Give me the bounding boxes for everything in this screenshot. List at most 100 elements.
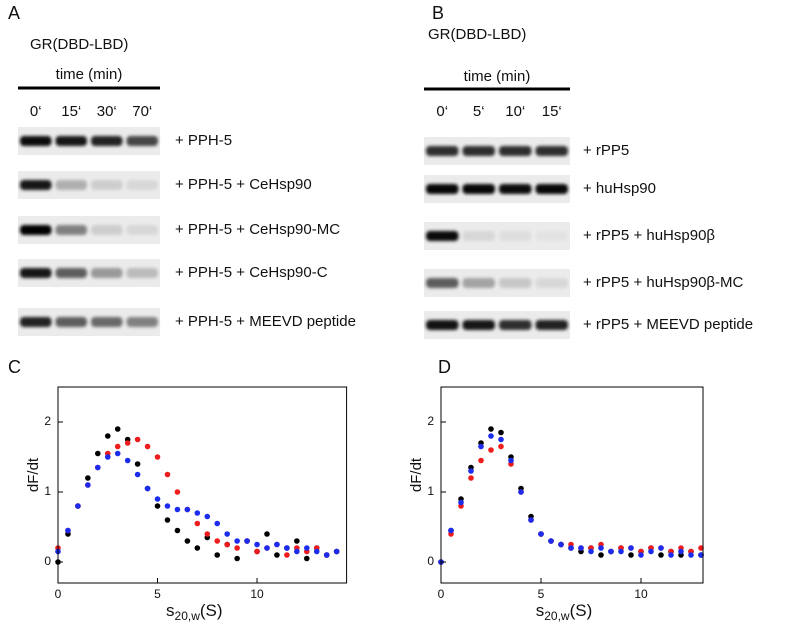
data-point — [134, 436, 141, 443]
y-tick-label: 2 — [44, 414, 51, 428]
data-point — [224, 541, 230, 548]
x-tick-label: 0 — [55, 587, 62, 601]
protein-label: GR(DBD-LBD) — [428, 26, 526, 43]
gel-band — [499, 184, 532, 194]
row-label: + rPP5 + MEEVD peptide — [583, 316, 753, 333]
data-point — [628, 552, 634, 558]
data-point — [498, 429, 504, 436]
gel-band — [462, 184, 495, 194]
data-point — [254, 541, 260, 548]
data-point — [264, 531, 270, 537]
data-point — [164, 517, 171, 523]
data-point — [144, 485, 151, 492]
y-tick-label: 2 — [427, 414, 434, 428]
row-label: + PPH-5 + MEEVD peptide — [175, 313, 356, 330]
time-point: 30‘ — [97, 103, 117, 120]
data-point — [478, 443, 484, 450]
data-point — [85, 482, 91, 488]
data-point — [548, 538, 554, 544]
data-point — [518, 489, 524, 495]
data-point — [498, 436, 504, 443]
data-point — [134, 461, 141, 467]
x-tick-label: 10 — [250, 587, 264, 601]
panel-letter: A — [8, 3, 20, 23]
data-point — [448, 527, 454, 534]
data-point — [214, 520, 221, 527]
data-point — [114, 426, 121, 432]
x-tick-label: 0 — [438, 587, 445, 601]
panel-letter: C — [8, 357, 21, 377]
data-point — [214, 538, 221, 544]
data-point — [284, 545, 290, 551]
time-point: 70‘ — [132, 103, 152, 120]
data-point — [478, 457, 484, 464]
time-point: 15‘ — [542, 103, 562, 120]
gel-band — [535, 278, 568, 288]
data-point — [114, 443, 121, 450]
gel-band — [426, 184, 459, 194]
data-point — [538, 531, 544, 537]
gel-band — [426, 231, 459, 241]
gel-band — [91, 317, 123, 327]
data-point — [588, 548, 594, 555]
data-point — [124, 440, 131, 446]
gel-band — [462, 320, 495, 330]
x-tick-label: 5 — [538, 587, 545, 601]
data-point — [618, 548, 624, 555]
data-point — [234, 538, 240, 544]
data-point — [85, 475, 91, 481]
data-point — [558, 541, 564, 548]
data-point — [194, 510, 201, 516]
data-point — [204, 531, 211, 537]
data-point — [75, 503, 81, 509]
data-point — [194, 545, 201, 551]
gel-band — [55, 180, 87, 190]
gel-band — [499, 278, 532, 288]
time-label: time (min) — [56, 66, 123, 83]
data-point — [144, 443, 151, 450]
data-point — [303, 545, 310, 551]
data-point — [184, 506, 191, 513]
data-point — [648, 548, 654, 555]
x-label-unit: (S) — [570, 601, 593, 620]
data-point — [528, 517, 534, 523]
row-label: + rPP5 + huHsp90β-MC — [583, 274, 744, 291]
gel-band — [462, 278, 495, 288]
protein-label: GR(DBD-LBD) — [30, 36, 128, 53]
x-label-unit: (S) — [200, 601, 223, 620]
data-point — [234, 555, 240, 562]
gel-band — [462, 146, 495, 156]
data-point — [498, 443, 504, 450]
x-axis-label: s20,w(S) — [166, 601, 223, 623]
gel-band — [20, 180, 52, 190]
data-point — [568, 545, 574, 551]
x-axis-label: s20,w(S) — [536, 601, 593, 623]
gel-band — [91, 180, 123, 190]
gel-band — [499, 320, 532, 330]
gel-band — [91, 268, 123, 278]
data-point — [264, 545, 270, 551]
gel-band — [126, 317, 158, 327]
data-point — [303, 555, 310, 562]
gel-band — [91, 136, 123, 146]
gel-band — [536, 231, 569, 241]
y-tick-label: 1 — [427, 484, 434, 498]
gel-band — [126, 268, 158, 278]
y-tick-label: 0 — [427, 554, 434, 568]
data-point — [638, 552, 644, 558]
y-tick-label: 0 — [44, 554, 51, 568]
data-point — [204, 513, 211, 520]
time-point: 10‘ — [505, 103, 525, 120]
data-point — [224, 531, 230, 537]
gel-band — [126, 136, 158, 146]
data-point — [174, 489, 181, 495]
gel-band — [20, 317, 52, 327]
data-point — [458, 499, 464, 506]
data-point — [628, 545, 634, 551]
x-tick-label: 10 — [634, 587, 648, 601]
data-point — [688, 552, 694, 558]
time-point: 0‘ — [436, 103, 448, 120]
data-point — [244, 538, 250, 544]
data-point — [468, 475, 474, 481]
data-point — [508, 457, 514, 464]
